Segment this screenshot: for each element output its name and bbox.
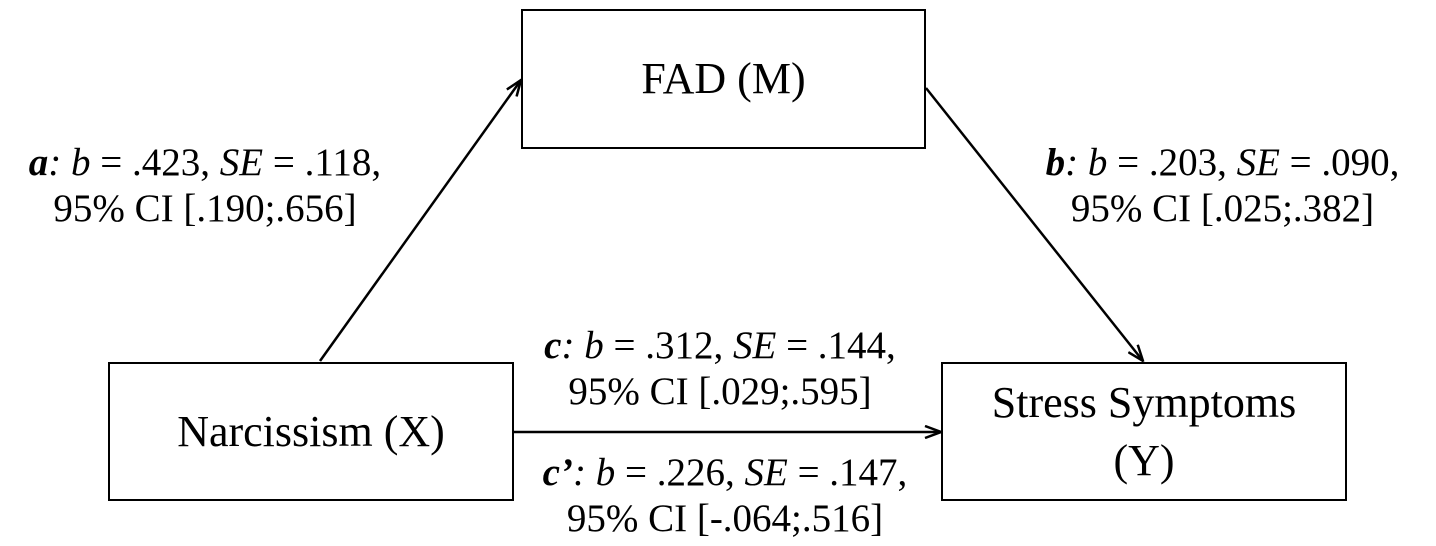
predictor-label: Narcissism (X) bbox=[177, 403, 445, 461]
path-a-annotation: a: b = .423, SE = .118, 95% CI [.190;.65… bbox=[0, 140, 410, 232]
outcome-label-line1: Stress Symptoms bbox=[992, 374, 1296, 432]
path-c-annotation: c: b = .312, SE = .144, 95% CI [.029;.59… bbox=[515, 323, 925, 415]
path-c-prime-stats: c’: b = .226, SE = .147, bbox=[515, 450, 935, 496]
path-b-stats: b: b = .203, SE = .090, bbox=[1015, 140, 1430, 186]
path-b-annotation: b: b = .203, SE = .090, 95% CI [.025;.38… bbox=[1015, 140, 1430, 232]
mediator-label: FAD (M) bbox=[641, 50, 805, 108]
path-c-stats: c: b = .312, SE = .144, bbox=[515, 323, 925, 369]
mediator-box: FAD (M) bbox=[521, 9, 926, 149]
path-c-prime-annotation: c’: b = .226, SE = .147, 95% CI [-.064;.… bbox=[515, 450, 935, 542]
outcome-box: Stress Symptoms (Y) bbox=[941, 362, 1347, 501]
path-a-stats: a: b = .423, SE = .118, bbox=[0, 140, 410, 186]
outcome-label-line2: (Y) bbox=[992, 432, 1296, 490]
path-b-ci: 95% CI [.025;.382] bbox=[1015, 186, 1430, 232]
path-a-ci: 95% CI [.190;.656] bbox=[0, 186, 410, 232]
path-c-prime-ci: 95% CI [-.064;.516] bbox=[515, 496, 935, 542]
path-c-ci: 95% CI [.029;.595] bbox=[515, 369, 925, 415]
predictor-box: Narcissism (X) bbox=[108, 362, 514, 501]
